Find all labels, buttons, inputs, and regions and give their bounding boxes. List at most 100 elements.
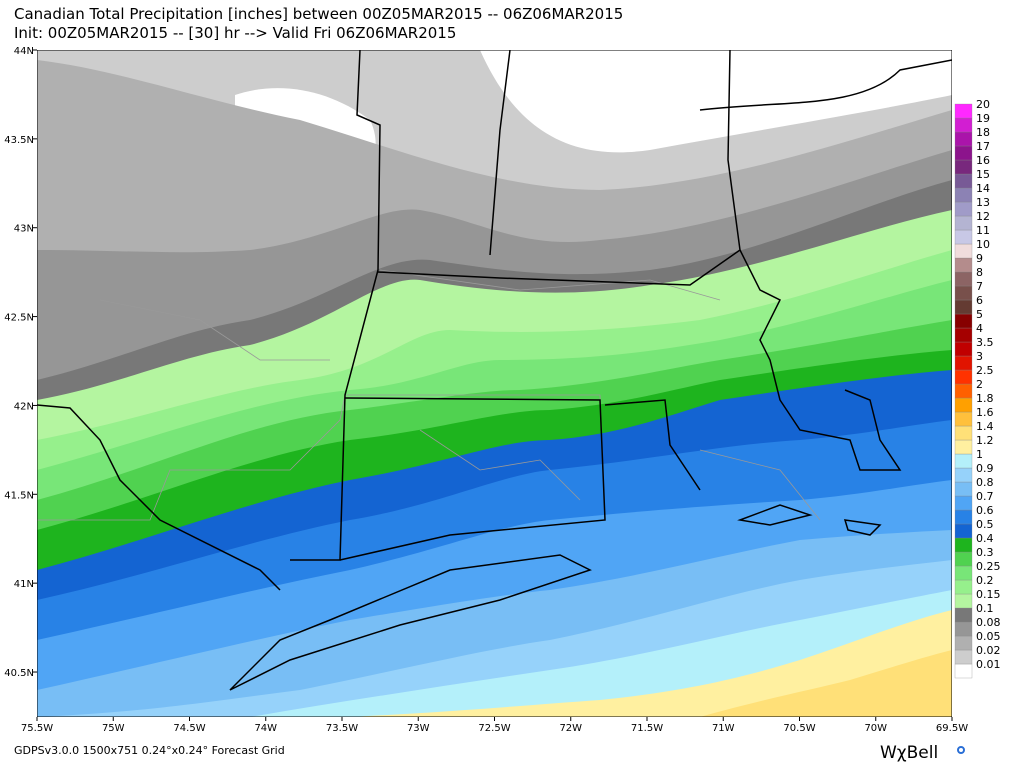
colorbar-label: 0.9 (976, 462, 994, 475)
colorbar-label: 11 (976, 224, 990, 237)
lat-label: 41.5N (4, 490, 34, 501)
colorbar-label: 0.4 (976, 532, 994, 545)
colorbar-swatch (954, 285, 973, 301)
colorbar-swatch (954, 131, 973, 147)
colorbar-label: 0.15 (976, 588, 1001, 601)
colorbar-swatch (954, 635, 973, 651)
colorbar-swatch (954, 383, 973, 399)
colorbar-swatch (954, 355, 973, 371)
colorbar-swatch (954, 439, 973, 455)
lon-label: 75.5W (21, 723, 53, 734)
colorbar-label: 0.05 (976, 630, 1001, 643)
colorbar-label: 17 (976, 140, 990, 153)
colorbar-label: 0.2 (976, 574, 994, 587)
colorbar-label: 0.3 (976, 546, 994, 559)
colorbar-swatch (954, 173, 973, 189)
lon-label: 71.5W (631, 723, 663, 734)
logo: WχBell (880, 743, 938, 763)
lon-label: 71W (712, 723, 735, 734)
colorbar-swatch (954, 243, 973, 259)
colorbar-swatch (954, 229, 973, 245)
lon-label: 75W (102, 723, 125, 734)
lon-label: 72.5W (478, 723, 510, 734)
colorbar-label: 1.8 (976, 392, 994, 405)
precip-map (37, 50, 952, 717)
colorbar-label: 9 (976, 252, 983, 265)
lat-label: 42N (14, 401, 34, 412)
colorbar-label: 13 (976, 196, 990, 209)
lon-label: 70W (864, 723, 887, 734)
colorbar-swatch (954, 523, 973, 539)
colorbar-swatch (954, 607, 973, 623)
colorbar-swatch (954, 215, 973, 231)
colorbar-swatch (954, 425, 973, 441)
lat-label: 43N (14, 224, 34, 235)
colorbar-label: 19 (976, 112, 990, 125)
colorbar-label: 16 (976, 154, 990, 167)
colorbar-label: 2 (976, 378, 983, 391)
colorbar-label: 15 (976, 168, 990, 181)
lat-label: 43.5N (4, 135, 34, 146)
colorbar-swatch (954, 187, 973, 203)
colorbar-swatch (954, 551, 973, 567)
colorbar-swatch (954, 103, 973, 119)
colorbar-swatch (954, 467, 973, 483)
lat-label: 41N (14, 579, 34, 590)
logo-mark (957, 746, 965, 754)
title-line: Canadian Total Precipitation [inches] be… (14, 5, 623, 23)
colorbar-label: 1.4 (976, 420, 994, 433)
colorbar-label: 12 (976, 210, 990, 223)
colorbar-swatch (954, 565, 973, 581)
lon-label: 73W (407, 723, 430, 734)
lon-label: 70.5W (783, 723, 815, 734)
colorbar-swatch (954, 453, 973, 469)
colorbar-label: 0.5 (976, 518, 994, 531)
colorbar-label: 1 (976, 448, 983, 461)
colorbar-swatch (954, 579, 973, 595)
colorbar-swatch (954, 621, 973, 637)
colorbar-label: 1.2 (976, 434, 994, 447)
colorbar-swatch (954, 397, 973, 413)
colorbar-label: 0.02 (976, 644, 1001, 657)
colorbar-label: 4 (976, 322, 983, 335)
colorbar-label: 14 (976, 182, 990, 195)
colorbar-swatch (954, 271, 973, 287)
colorbar-label: 2.5 (976, 364, 994, 377)
colorbar-label: 8 (976, 266, 983, 279)
colorbar-swatch (954, 327, 973, 343)
colorbar-label: 18 (976, 126, 990, 139)
colorbar-label: 7 (976, 280, 983, 293)
colorbar-swatch (954, 495, 973, 511)
colorbar-label: 1.6 (976, 406, 994, 419)
lon-label: 74W (254, 723, 277, 734)
colorbar-swatch (954, 649, 973, 665)
colorbar-swatch (954, 663, 973, 679)
colorbar-swatch (954, 341, 973, 357)
colorbar-swatch (954, 299, 973, 315)
colorbar-label: 0.7 (976, 490, 994, 503)
colorbar-label: 0.8 (976, 476, 994, 489)
colorbar-swatch (954, 369, 973, 385)
lat-label: 42.5N (4, 313, 34, 324)
colorbar-label: 0.01 (976, 658, 1001, 671)
colorbar-label: 3 (976, 350, 983, 363)
colorbar-label: 5 (976, 308, 983, 321)
colorbar-label: 0.08 (976, 616, 1001, 629)
lon-label: 73.5W (326, 723, 358, 734)
colorbar-swatch (954, 201, 973, 217)
colorbar-swatch (954, 159, 973, 175)
lon-label: 69.5W (936, 723, 968, 734)
colorbar-swatch (954, 537, 973, 553)
colorbar-swatch (954, 145, 973, 161)
colorbar-label: 10 (976, 238, 990, 251)
lat-label: 44N (14, 46, 34, 57)
colorbar-swatch (954, 509, 973, 525)
colorbar-swatch (954, 593, 973, 609)
colorbar-swatch (954, 117, 973, 133)
title-line: Init: 00Z05MAR2015 -- [30] hr --> Valid … (14, 24, 456, 42)
footer: GDPSv3.0.0 1500x751 0.24°x0.24° Forecast… (14, 744, 285, 757)
colorbar-label: 0.1 (976, 602, 994, 615)
lat-label: 40.5N (4, 668, 34, 679)
colorbar-swatch (954, 313, 973, 329)
